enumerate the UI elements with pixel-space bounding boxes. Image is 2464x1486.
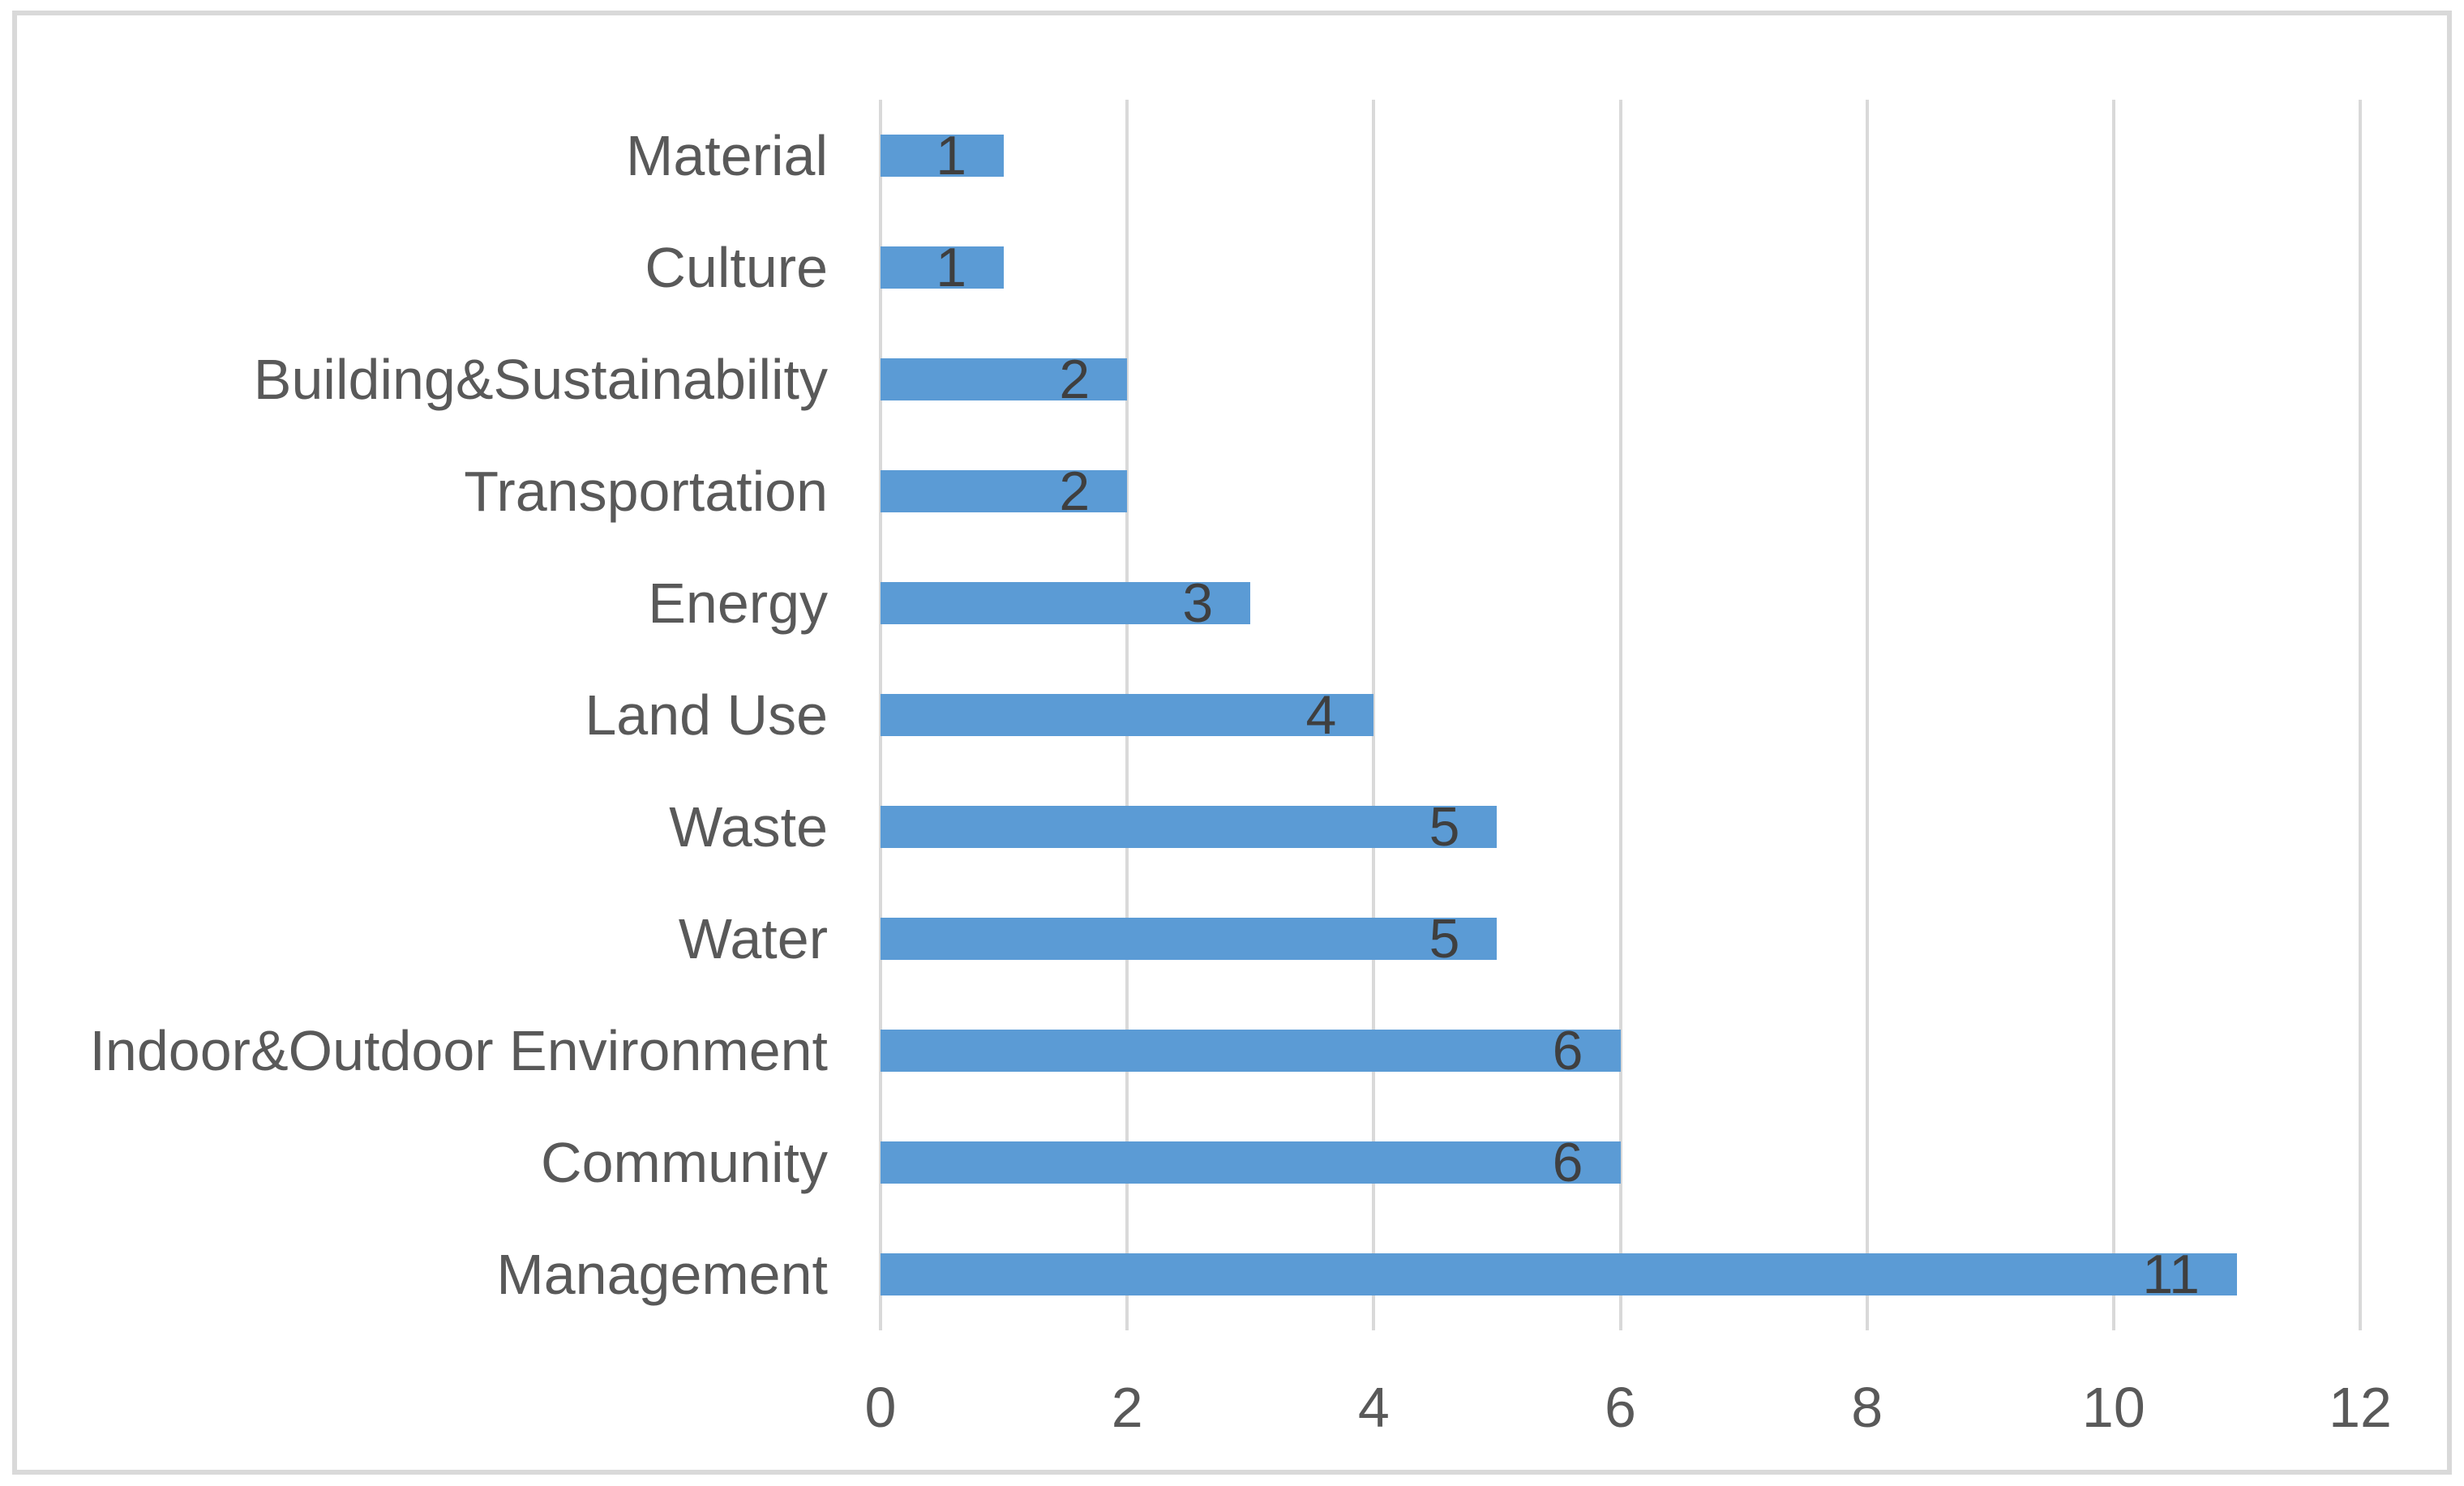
plot-area: 1 1 2 2 3 4 5 5 6 6 11 <box>879 100 2362 1330</box>
bar-value-label: 2 <box>1059 349 1091 410</box>
bar-value-label: 1 <box>936 237 967 298</box>
category-label: Management <box>496 1243 828 1306</box>
gridline <box>1865 100 1869 1330</box>
category-label: Energy <box>648 572 828 635</box>
gridline <box>1618 100 1622 1330</box>
bar-value-label: 6 <box>1552 1132 1583 1193</box>
category-label: Material <box>626 124 828 187</box>
bar-culture: 1 <box>881 240 1005 295</box>
x-tick-label: 6 <box>1605 1376 1636 1439</box>
x-tick-label: 2 <box>1111 1376 1143 1439</box>
bar-value-label: 1 <box>936 125 967 186</box>
gridline <box>1372 100 1376 1330</box>
x-tick-label: 8 <box>1851 1376 1883 1439</box>
category-label: Water <box>678 907 828 970</box>
bar-value-label: 5 <box>1429 908 1460 970</box>
bar-value-label: 4 <box>1305 684 1337 746</box>
gridline <box>2359 100 2362 1330</box>
category-label: Transportation <box>464 460 828 523</box>
bar-value-label: 2 <box>1059 460 1091 522</box>
bar-row: 5 <box>881 771 2360 883</box>
bar-indoor-outdoor-environment: 6 <box>881 1023 1621 1078</box>
bar-row: 1 <box>881 212 2360 323</box>
chart-border-frame: 1 1 2 2 3 4 5 5 6 6 11 Material Culture Building&Sus… <box>12 11 2452 1475</box>
bar-value-label: 11 <box>2142 1244 2200 1305</box>
bar-transportation: 2 <box>881 464 1128 519</box>
category-label: Culture <box>645 236 828 299</box>
bar-row: 1 <box>881 100 2360 212</box>
category-label: Building&Sustainability <box>253 348 828 411</box>
x-tick-label: 0 <box>864 1376 897 1439</box>
x-tick-label: 4 <box>1357 1376 1390 1439</box>
category-label: Indoor&Outdoor Environment <box>89 1019 828 1082</box>
bar-row: 3 <box>881 547 2360 659</box>
bar-row: 11 <box>881 1218 2360 1330</box>
bar-material: 1 <box>881 128 1005 183</box>
bar-row: 2 <box>881 323 2360 435</box>
bar-value-label: 5 <box>1429 796 1460 858</box>
bar-row: 5 <box>881 883 2360 995</box>
bar-waste: 5 <box>881 799 1498 854</box>
bar-management: 11 <box>881 1247 2237 1302</box>
category-label: Land Use <box>585 683 828 747</box>
value-axis: 0 2 4 6 8 10 12 <box>17 15 2447 1470</box>
bar-row: 2 <box>881 435 2360 547</box>
bar-building-sustainability: 2 <box>881 352 1128 407</box>
gridline <box>2111 100 2115 1330</box>
bar-value-label: 6 <box>1552 1020 1583 1081</box>
bar-row: 6 <box>881 1107 2360 1218</box>
bar-community: 6 <box>881 1135 1621 1190</box>
bar-energy: 3 <box>881 576 1251 631</box>
x-tick-label: 10 <box>2081 1376 2145 1439</box>
bar-row: 6 <box>881 995 2360 1107</box>
bar-value-label: 3 <box>1182 572 1214 634</box>
x-tick-label: 12 <box>2329 1376 2392 1439</box>
category-axis: Material Culture Building&Sustainability Tr… <box>17 100 828 1330</box>
category-label: Community <box>541 1131 828 1194</box>
bar-row: 4 <box>881 659 2360 771</box>
category-label: Waste <box>669 795 828 859</box>
bar-water: 5 <box>881 911 1498 966</box>
bar-land-use: 4 <box>881 687 1374 743</box>
